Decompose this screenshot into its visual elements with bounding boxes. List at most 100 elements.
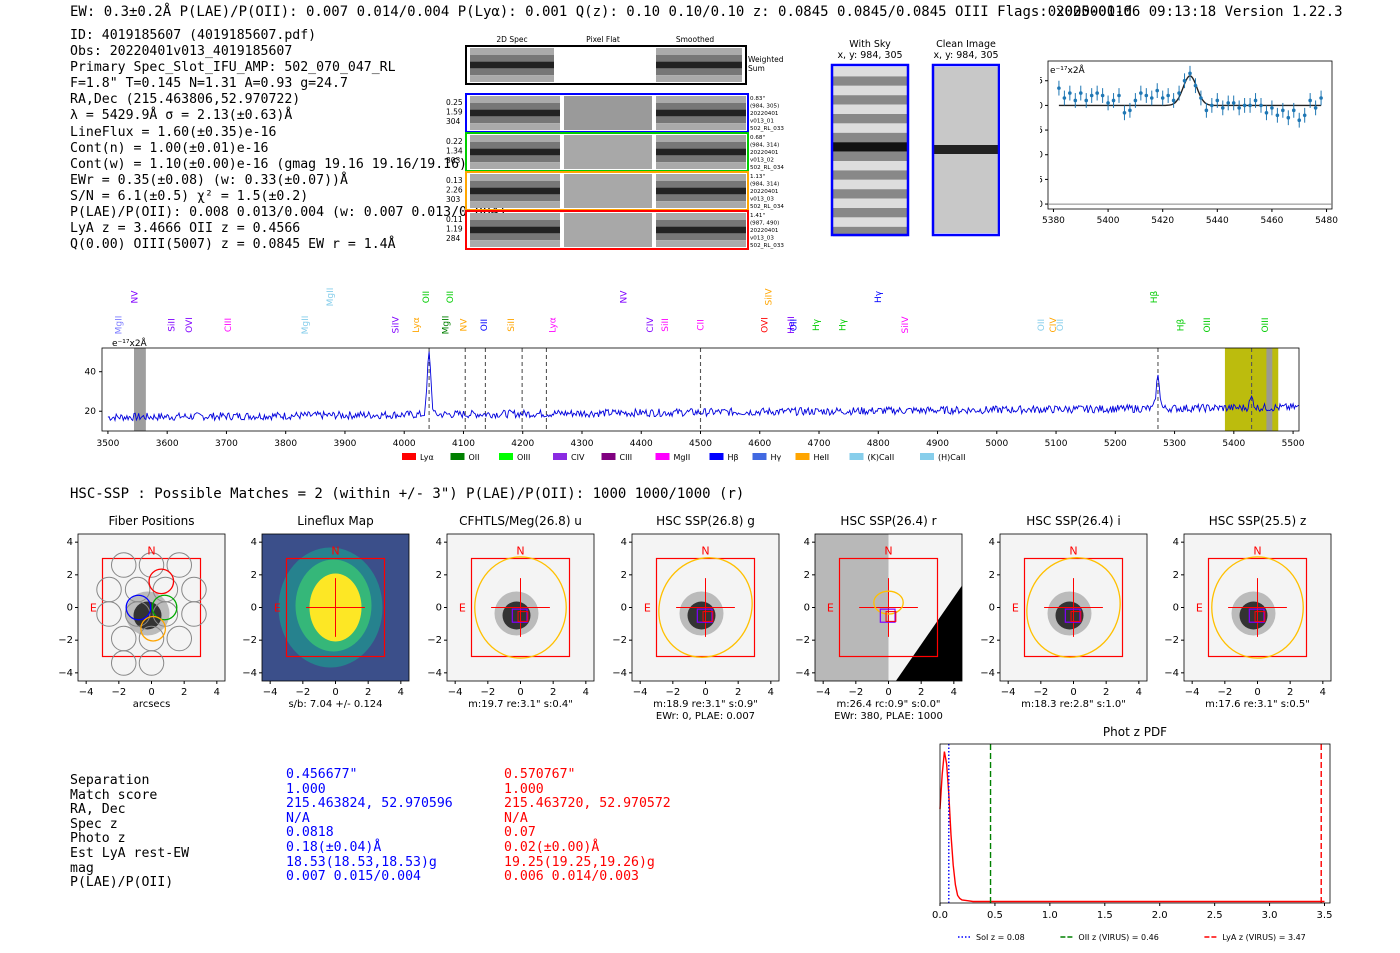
- line-label: NV: [619, 290, 629, 304]
- table-cell: 0.456677": [286, 767, 358, 782]
- fiber-meta: (984, 305): [750, 104, 779, 110]
- panel-title: HSC SSP(26.4) i: [1026, 514, 1121, 528]
- sky-stripe: [833, 151, 907, 161]
- stripe: [656, 48, 742, 55]
- stripe: [470, 240, 560, 247]
- data-point: [1122, 111, 1127, 115]
- x-tick-label: 2: [1103, 687, 1109, 698]
- y-tick-label: 4: [67, 537, 73, 548]
- sky-stripe: [833, 104, 907, 114]
- panel-caption: m:17.6 re:3.1" s:0.5": [1205, 699, 1310, 710]
- source-ellipse: [1211, 556, 1304, 659]
- table-cell: 18.53(18.53,18.53)g: [286, 854, 437, 870]
- table-cell: 0.02(±0.00)Å: [504, 839, 600, 855]
- data-point: [1068, 91, 1072, 95]
- sky-stripe: [833, 85, 907, 96]
- data-point: [1275, 113, 1280, 118]
- x-tick-label: 4100: [452, 439, 475, 449]
- x-tick-label: 2: [365, 687, 371, 698]
- data-point: [1270, 106, 1274, 110]
- east-label: E: [644, 602, 651, 615]
- source-core: [1055, 601, 1084, 630]
- table-cell: P(LAE)/P(OII): [70, 875, 174, 891]
- pixel-flat: [564, 213, 652, 247]
- stripe: [656, 141, 746, 149]
- y-tick-label: 0: [251, 603, 257, 614]
- y-tick-label: 2: [251, 570, 257, 581]
- match-table-col2: 0.570767" 1.000 215.463720, 52.970572 N/A 0.…: [504, 767, 671, 885]
- weighted-sum-frame: [465, 45, 747, 85]
- fiber-meta: (984, 314): [750, 143, 779, 149]
- x-tick-label: 2: [181, 687, 187, 698]
- legend-swatch: [752, 453, 767, 460]
- line-label: Hβ: [1176, 318, 1186, 331]
- fiber-circle: [110, 552, 137, 578]
- match-marker: [1064, 608, 1081, 623]
- fiber-stat: 303: [446, 156, 461, 165]
- x-tick-label: 2: [550, 687, 556, 698]
- y-tick-label: 2: [804, 570, 810, 581]
- y-tick-label: 4: [436, 537, 442, 548]
- x-tick-label: 3.0: [1262, 910, 1278, 921]
- x-tick-label: −4: [816, 687, 831, 698]
- line-label: SiII: [507, 318, 517, 332]
- stripe: [470, 155, 560, 163]
- pixel-flat: [564, 96, 652, 130]
- info-line: ID: 4019185607 (4019185607.pdf): [70, 28, 317, 43]
- table-cell: N/A: [286, 810, 310, 826]
- data-point: [1133, 98, 1138, 103]
- weighted-label: Sum: [748, 64, 765, 73]
- stripe: [470, 180, 560, 188]
- with-sky-frame: [830, 63, 910, 237]
- timestamp-version: 2025-01-06 09:13:18 Version 1.22.3: [1056, 4, 1343, 20]
- stripe: [656, 187, 746, 195]
- data-point: [1139, 91, 1143, 95]
- x-tick-label: 4: [398, 687, 404, 698]
- data-point: [1155, 88, 1160, 93]
- stripe: [470, 148, 560, 156]
- data-point: [1302, 113, 1307, 118]
- x-tick-label: 4900: [926, 439, 949, 449]
- data-point: [1188, 71, 1192, 76]
- line-label: OII: [1056, 319, 1066, 331]
- pdf-curve: [939, 751, 1325, 903]
- data-point: [1291, 108, 1296, 113]
- data-point: [1149, 96, 1154, 100]
- y-unit-label: e⁻¹⁷x2Å: [1050, 64, 1086, 76]
- data-point: [1062, 96, 1067, 100]
- line-label: Hβ: [1150, 290, 1160, 303]
- y-unit-label: e⁻¹⁷x2Å: [112, 337, 148, 349]
- y-tick-label: 25: [1040, 77, 1043, 87]
- x-tick-label: 3.5: [1317, 910, 1333, 921]
- y-tick-label: −2: [1164, 635, 1179, 646]
- source-ellipse: [1026, 557, 1121, 658]
- source-core: [1239, 601, 1268, 630]
- data-point: [1226, 101, 1231, 105]
- data-point: [1128, 108, 1132, 113]
- stripe: [656, 54, 742, 62]
- aperture-box: [838, 557, 939, 658]
- stripe: [470, 123, 560, 130]
- x-tick-label: 4700: [808, 439, 831, 449]
- y-tick-label: 20: [85, 407, 97, 417]
- data-point: [1199, 96, 1203, 100]
- y-tick-label: 2: [621, 570, 627, 581]
- legend-label: CIV: [571, 453, 585, 462]
- fiber-meta: 502_RL_034: [750, 204, 784, 210]
- stripe: [656, 96, 746, 103]
- x-tick-label: 2: [1287, 687, 1293, 698]
- stripe: [470, 75, 554, 82]
- line-label: OII: [789, 319, 799, 331]
- line-label: OIII: [1261, 317, 1271, 332]
- data-point: [1220, 106, 1225, 110]
- data-point: [1248, 103, 1252, 108]
- line-label: OII: [1037, 319, 1047, 331]
- legend-label: OII: [469, 453, 480, 462]
- fiber-circle: [110, 650, 137, 676]
- fiber-circle-green: [151, 594, 178, 621]
- line-label: CIV: [646, 317, 656, 333]
- stripe: [656, 109, 746, 117]
- x-tick-label: 5420: [1151, 216, 1174, 226]
- legend-swatch: [795, 453, 810, 460]
